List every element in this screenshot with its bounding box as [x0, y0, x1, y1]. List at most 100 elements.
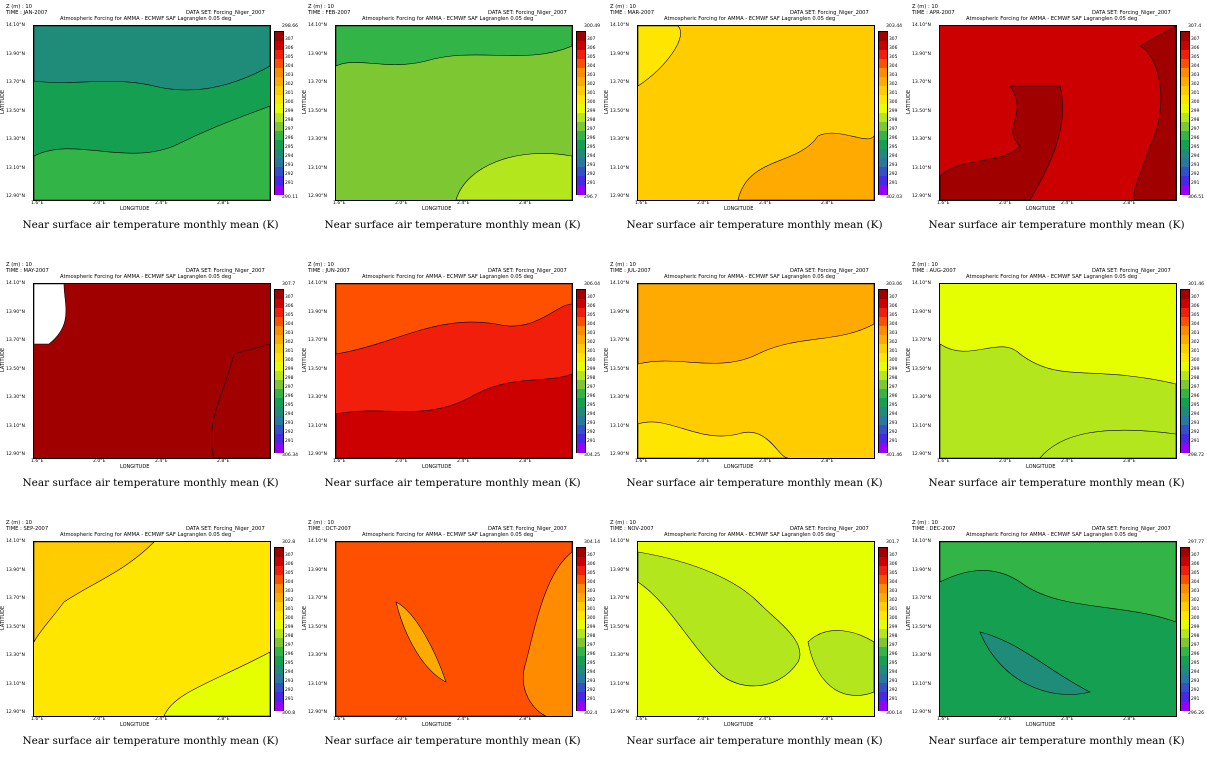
contour-region [638, 284, 874, 365]
colorbar-max-value: 300.49 [584, 24, 601, 29]
colorbar-segment [1181, 86, 1189, 96]
y-tick-label: 13.10°N [6, 165, 25, 171]
colorbar-tick-label: 291 [587, 697, 596, 702]
contour-svg [940, 284, 1176, 458]
colorbar-tick-label: 291 [1191, 439, 1200, 444]
y-tick-label: 13.70°N [308, 338, 327, 343]
colorbar-segment [1181, 41, 1189, 51]
colorbar [274, 547, 284, 711]
colorbar-segment [577, 95, 585, 105]
x-tick-label: 1.6°E [31, 201, 44, 206]
colorbar-segment [1181, 308, 1189, 318]
colorbar-min-value: 306.34 [282, 453, 299, 458]
colorbar-tick-label: 295 [285, 403, 294, 408]
y-tick-label: 12.90°N [912, 710, 931, 715]
colorbar-tick-label: 300 [285, 358, 294, 363]
colorbar-segment [1181, 113, 1189, 123]
colorbar-segment [1181, 647, 1189, 657]
colorbar-segment [1181, 158, 1189, 168]
colorbar-tick-label: 301 [889, 607, 898, 612]
x-tick-label: 2.8°E [519, 717, 532, 722]
colorbar-tick-label: 294 [889, 670, 898, 675]
colorbar-tick-label: 292 [1191, 430, 1200, 435]
contour-region [940, 542, 1176, 623]
colorbar-segment [577, 398, 585, 408]
colorbar-tick-label: 304 [285, 580, 294, 585]
colorbar-tick-label: 298 [587, 118, 596, 123]
colorbar-segment [275, 104, 283, 114]
plot-subtitle: Atmospheric Forcing for AMMA - ECMWF SAF… [966, 16, 1138, 22]
z-level-label: Z (m) : 10 [610, 262, 636, 268]
colorbar-segment [275, 683, 283, 693]
map-panel: Z (m) : 10 TIME : FEB-2007 DATA SET: Forci… [302, 4, 603, 263]
dataset-label: DATA SET: Forcing_Niger_2007 [186, 526, 265, 532]
colorbar-tick-label: 299 [285, 367, 294, 372]
colorbar-segment [577, 416, 585, 426]
colorbar-tick-label: 300 [1191, 358, 1200, 363]
colorbar-segment [879, 620, 887, 630]
colorbar-min-value: 304.25 [584, 453, 601, 458]
y-tick-label: 13.90°N [610, 309, 629, 315]
map-panel: Z (m) : 10 TIME : APR-2007 DATA SET: Forci… [906, 4, 1207, 263]
colorbar-segment [1181, 683, 1189, 693]
colorbar-segment [275, 344, 283, 354]
colorbar-tick-label: 307 [889, 553, 898, 558]
colorbar-segment [879, 140, 887, 150]
z-level-label: Z (m) : 10 [912, 4, 938, 10]
y-tick-label: 13.50°N [912, 366, 931, 372]
colorbar-tick-label: 294 [889, 154, 898, 159]
colorbar-tick-label: 295 [889, 661, 898, 666]
colorbar-tick-label: 304 [889, 580, 898, 585]
colorbar-segment [879, 602, 887, 612]
x-tick-label: 2.0°E [395, 459, 408, 464]
time-label: TIME : NOV-2007 [610, 526, 654, 532]
colorbar-tick-label: 298 [1191, 376, 1200, 381]
colorbar-segment [275, 416, 283, 426]
colorbar-tick-label: 298 [889, 376, 898, 381]
colorbar-segment [879, 50, 887, 60]
y-tick-label: 14.10°N [912, 23, 931, 28]
colorbar [878, 31, 888, 195]
colorbar-segment [577, 317, 585, 327]
plot-subtitle: Atmospheric Forcing for AMMA - ECMWF SAF… [362, 16, 534, 22]
colorbar-max-value: 303.06 [886, 282, 903, 287]
colorbar-segment [879, 131, 887, 141]
contour-svg [638, 26, 874, 200]
colorbar-segment [577, 149, 585, 159]
colorbar-segment [275, 32, 283, 42]
colorbar-segment [1181, 416, 1189, 426]
y-tick-label: 13.50°N [6, 108, 25, 114]
colorbar-tick-label: 306 [1191, 46, 1200, 51]
panel-caption: Near surface air temperature monthly mea… [22, 735, 279, 747]
time-label: TIME : AUG-2007 [912, 268, 956, 274]
y-tick-label: 12.90°N [308, 194, 327, 199]
colorbar-tick-label: 300 [587, 358, 596, 363]
colorbar-segment [879, 86, 887, 96]
colorbar-segment [275, 407, 283, 417]
contour-region [336, 373, 572, 458]
colorbar-tick-label: 301 [1191, 607, 1200, 612]
colorbar-segment [577, 77, 585, 87]
colorbar [576, 547, 586, 711]
colorbar-tick-label: 303 [889, 331, 898, 336]
y-tick-label: 13.90°N [6, 567, 25, 573]
colorbar-segment [577, 122, 585, 132]
colorbar-segment [577, 353, 585, 363]
x-tick-label: 2.4°E [457, 201, 470, 206]
x-tick-label: 2.4°E [457, 717, 470, 722]
colorbar-tick-label: 306 [889, 562, 898, 567]
y-tick-label: 12.90°N [610, 452, 629, 457]
colorbar-tick-label: 295 [1191, 145, 1200, 150]
panel-caption: Near surface air temperature monthly mea… [324, 477, 581, 489]
contour-region [940, 85, 1063, 200]
colorbar-tick-label: 294 [587, 412, 596, 417]
y-tick-label: 13.70°N [6, 596, 25, 601]
colorbar-segment [577, 683, 585, 693]
x-tick-label: 2.8°E [217, 459, 230, 464]
contour-region [34, 284, 67, 345]
y-tick-label: 14.10°N [308, 281, 327, 286]
contour-region [34, 542, 155, 643]
y-tick-label: 14.10°N [610, 539, 629, 544]
colorbar [878, 547, 888, 711]
colorbar-segment [1181, 371, 1189, 381]
